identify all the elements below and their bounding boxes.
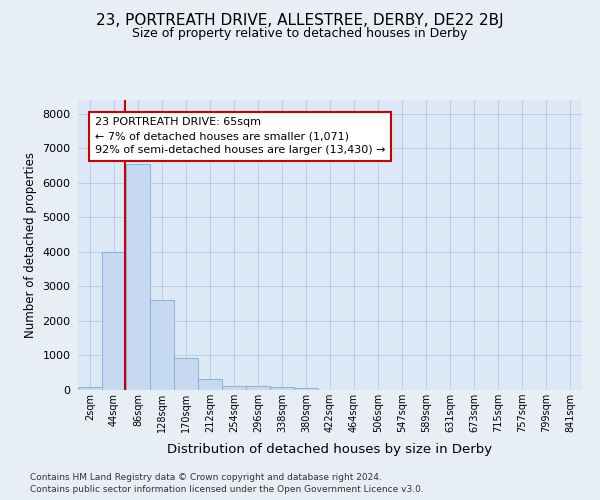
- Text: Distribution of detached houses by size in Derby: Distribution of detached houses by size …: [167, 442, 493, 456]
- Text: 23 PORTREATH DRIVE: 65sqm
← 7% of detached houses are smaller (1,071)
92% of sem: 23 PORTREATH DRIVE: 65sqm ← 7% of detach…: [95, 118, 385, 156]
- Bar: [222, 386, 246, 390]
- Text: Contains HM Land Registry data © Crown copyright and database right 2024.: Contains HM Land Registry data © Crown c…: [30, 472, 382, 482]
- Bar: [102, 252, 126, 390]
- Bar: [294, 388, 318, 390]
- Y-axis label: Number of detached properties: Number of detached properties: [23, 152, 37, 338]
- Text: Size of property relative to detached houses in Derby: Size of property relative to detached ho…: [133, 28, 467, 40]
- Bar: [78, 388, 102, 390]
- Text: Contains public sector information licensed under the Open Government Licence v3: Contains public sector information licen…: [30, 485, 424, 494]
- Bar: [126, 164, 150, 390]
- Text: 23, PORTREATH DRIVE, ALLESTREE, DERBY, DE22 2BJ: 23, PORTREATH DRIVE, ALLESTREE, DERBY, D…: [96, 12, 504, 28]
- Bar: [198, 380, 222, 390]
- Bar: [150, 300, 174, 390]
- Bar: [246, 386, 270, 390]
- Bar: [174, 358, 198, 390]
- Bar: [270, 387, 294, 390]
